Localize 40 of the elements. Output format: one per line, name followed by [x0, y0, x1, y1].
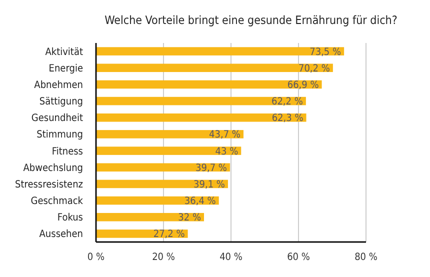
data-label: 73,5 % — [310, 46, 342, 58]
y-tick-label: Geschmack — [30, 196, 84, 208]
data-label: 66,9 % — [287, 80, 320, 91]
data-label: 39,7 % — [196, 162, 228, 174]
data-label: 32 % — [178, 212, 202, 224]
x-tick-label: 60 % — [287, 252, 310, 263]
data-label: 62,2 % — [271, 96, 304, 108]
data-label: 39,1 % — [194, 179, 226, 190]
data-label: 43,7 % — [209, 130, 241, 141]
x-tick-label: 0 % — [87, 252, 106, 263]
bar — [96, 80, 322, 89]
y-tick-label: Fokus — [57, 212, 84, 224]
y-tick-label: Stressresistenz — [14, 179, 84, 190]
y-tick-label: Fitness — [52, 146, 84, 158]
bar — [96, 212, 204, 222]
chart-title: Welche Vorteile bringt eine gesunde Ernährung für dich? — [104, 13, 398, 27]
bar — [96, 47, 344, 56]
data-label: 43 % — [215, 146, 239, 158]
bar — [96, 163, 230, 172]
data-label: 70,2 % — [298, 63, 330, 74]
x-tick-label: 20 % — [152, 252, 176, 263]
y-tick-label: Abwechslung — [23, 162, 83, 174]
bar — [96, 146, 242, 155]
y-tick-label: Energie — [48, 63, 84, 74]
y-tick-label: Aussehen — [39, 229, 83, 240]
bar — [96, 130, 244, 138]
data-label: 27,2 % — [153, 229, 186, 240]
bar — [96, 64, 333, 72]
y-tick-label: Stimmung — [36, 130, 83, 141]
y-tick-label: Gesundheit — [31, 113, 84, 124]
bar — [96, 96, 306, 106]
bar — [96, 113, 306, 122]
y-tick-label: Abnehmen — [34, 80, 83, 91]
x-tick-label: 80 % — [354, 252, 378, 263]
data-label: 62,3 % — [272, 113, 304, 124]
data-label: 36,4 % — [184, 196, 216, 208]
y-tick-label: Aktivität — [45, 46, 84, 58]
x-tick-label: 40 % — [220, 252, 243, 263]
bar — [96, 230, 188, 238]
y-tick-label: Sättigung — [39, 96, 83, 108]
